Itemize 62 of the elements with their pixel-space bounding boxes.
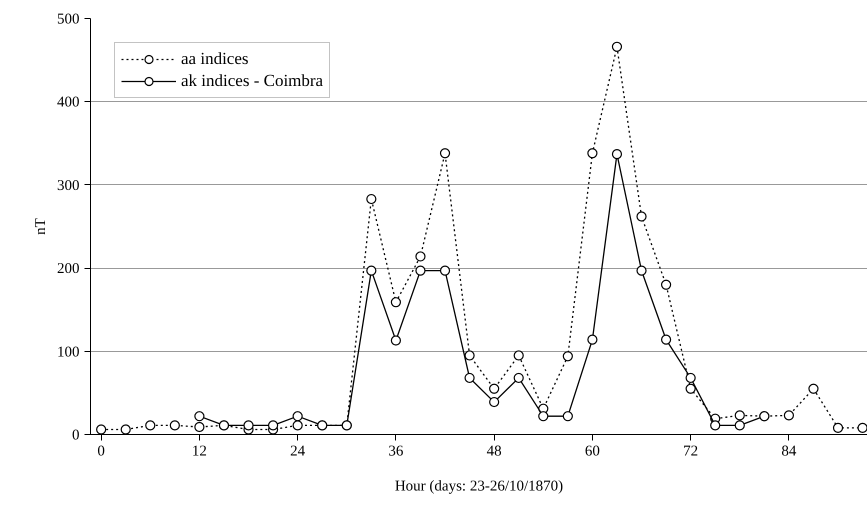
y-tick-label: 0 xyxy=(72,428,80,444)
point xyxy=(538,411,548,422)
point xyxy=(415,251,426,262)
point xyxy=(292,411,303,422)
legend-label: ak indices - Coimbra xyxy=(181,71,324,91)
y-tick-label: 100 xyxy=(57,344,80,360)
point xyxy=(710,420,720,430)
point xyxy=(562,351,573,362)
legend-label: aa indices xyxy=(181,49,248,69)
y-axis-title: nT xyxy=(33,218,49,235)
point xyxy=(120,424,131,434)
point xyxy=(784,410,794,420)
point xyxy=(514,350,524,361)
point xyxy=(612,149,622,160)
point xyxy=(96,424,106,434)
y-tick-label: 500 xyxy=(57,12,80,28)
x-tick-label: 24 xyxy=(290,444,306,460)
point xyxy=(562,411,573,422)
point xyxy=(660,334,672,345)
point xyxy=(440,266,450,276)
x-tick-label: 84 xyxy=(781,444,797,460)
point xyxy=(686,372,696,384)
x-tick-label: 12 xyxy=(192,444,207,460)
point xyxy=(268,420,278,430)
x-tick-label: 48 xyxy=(486,444,502,460)
point xyxy=(292,420,303,430)
point xyxy=(366,194,376,204)
point xyxy=(636,211,647,222)
point xyxy=(489,396,500,408)
x-axis-title: Hour (days: 23-26/10/1870) xyxy=(394,478,564,494)
point xyxy=(857,422,867,433)
y-tick-label: 300 xyxy=(57,178,80,194)
x-tick-label: 0 xyxy=(97,444,105,460)
point xyxy=(390,297,401,308)
point xyxy=(366,266,376,276)
x-tick-label: 60 xyxy=(584,444,600,460)
point xyxy=(145,420,156,430)
x-tick-label: 72 xyxy=(683,444,698,460)
y-tick-label: 400 xyxy=(57,94,80,111)
point xyxy=(194,411,204,422)
point xyxy=(734,410,745,420)
point xyxy=(170,420,180,430)
y-tick-label: 200 xyxy=(57,261,80,278)
point xyxy=(440,148,450,158)
x-tick-label: 36 xyxy=(388,444,404,460)
point xyxy=(415,266,426,276)
point xyxy=(612,42,622,52)
point xyxy=(243,420,254,430)
point xyxy=(587,148,598,158)
point xyxy=(390,335,401,346)
point xyxy=(514,372,524,384)
point xyxy=(832,422,844,433)
point xyxy=(660,280,672,290)
point xyxy=(636,266,647,276)
point xyxy=(464,350,475,361)
point xyxy=(464,372,475,384)
point xyxy=(686,384,696,394)
point xyxy=(194,422,204,432)
point xyxy=(489,384,500,394)
point xyxy=(808,384,819,394)
point xyxy=(587,334,598,345)
point xyxy=(734,420,745,430)
